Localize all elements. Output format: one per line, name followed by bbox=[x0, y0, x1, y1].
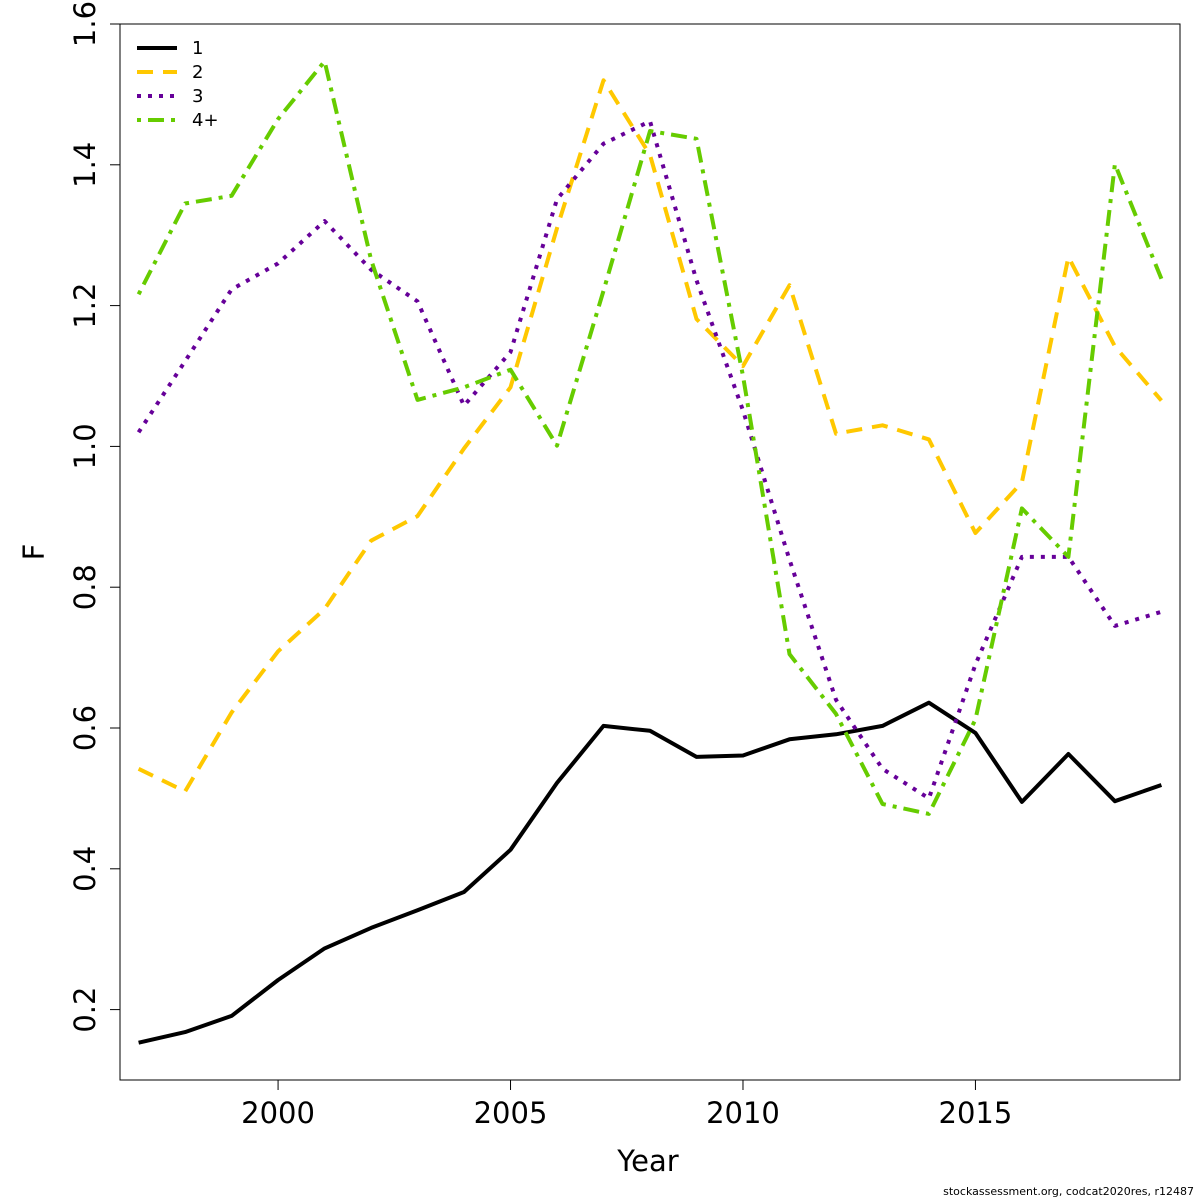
y-tick-label: 1.0 bbox=[68, 423, 102, 469]
legend: 1 2 3 4+ bbox=[137, 38, 219, 131]
y-axis-label: F bbox=[17, 544, 51, 561]
x-tick-label: 2015 bbox=[939, 1096, 1013, 1130]
y-tick-label: 0.2 bbox=[68, 987, 102, 1033]
plot-frame bbox=[119, 23, 1181, 1081]
y-tick-label: 1.4 bbox=[68, 142, 102, 188]
footer-credit: stockassessment.org, codcat2020res, r124… bbox=[943, 1185, 1194, 1198]
y-tick-label: 0.4 bbox=[68, 846, 102, 892]
axes: 2000 2005 2010 2015 0.2 0.4 0.6 0.8 1.0 1.2 1.4 1.6 bbox=[68, 1, 1012, 1130]
legend-label: 1 bbox=[192, 38, 203, 59]
legend-label: 2 bbox=[192, 62, 203, 83]
plot-area bbox=[119, 23, 1181, 1081]
series-line-3 bbox=[136, 119, 1162, 801]
x-axis-label: Year bbox=[616, 1144, 678, 1178]
x-tick-label: 2000 bbox=[241, 1096, 315, 1130]
series-line-2 bbox=[137, 78, 1163, 794]
series-line-1 bbox=[138, 700, 1163, 1045]
y-tick-label: 1.6 bbox=[68, 1, 102, 47]
series-line-4plus bbox=[136, 59, 1164, 816]
series-layer bbox=[136, 59, 1164, 1045]
legend-label: 4+ bbox=[192, 110, 219, 131]
x-tick-label: 2005 bbox=[474, 1096, 548, 1130]
y-tick-label: 0.6 bbox=[68, 705, 102, 751]
legend-label: 3 bbox=[192, 86, 203, 107]
y-tick-label: 1.2 bbox=[68, 283, 102, 329]
y-tick-label: 0.8 bbox=[68, 564, 102, 610]
x-tick-label: 2010 bbox=[706, 1096, 780, 1130]
